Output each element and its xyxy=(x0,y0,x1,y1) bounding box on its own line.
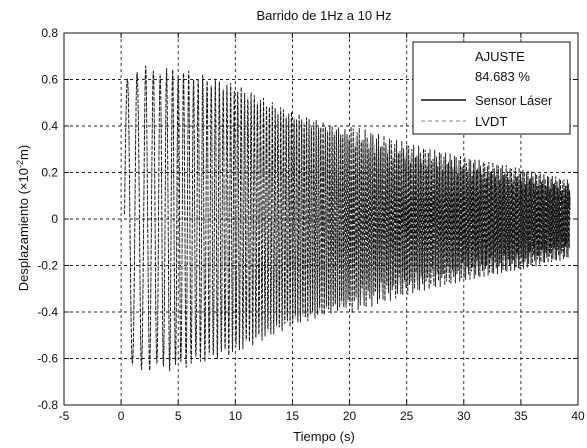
legend: AJUSTE 84.683 % Sensor Láser LVDT xyxy=(412,41,571,135)
y-axis-title-tail: m) xyxy=(16,145,31,160)
y-tick-label: 0 xyxy=(51,212,58,226)
x-tick-label: 20 xyxy=(343,409,357,423)
x-tick-label: 25 xyxy=(400,409,414,423)
legend-heading: AJUSTE xyxy=(475,49,525,64)
y-tick-label: 0.4 xyxy=(41,119,58,133)
x-tick-label: 35 xyxy=(514,409,528,423)
y-axis-title: Desplazamiento (×10-2m) xyxy=(15,145,31,291)
y-axis-title-main: Desplazamiento (×10 xyxy=(16,168,31,291)
x-tick-label: 5 xyxy=(175,409,182,423)
legend-label-sensor-laser: Sensor Láser xyxy=(475,93,553,108)
y-tick-label: -0.6 xyxy=(37,352,58,366)
x-tick-label: 15 xyxy=(286,409,300,423)
y-tick-label: 0.6 xyxy=(41,73,58,87)
legend-label-lvdt: LVDT xyxy=(475,114,507,129)
y-tick-label: -0.8 xyxy=(37,398,58,412)
y-tick-label: -0.2 xyxy=(37,259,58,273)
x-tick-label: -5 xyxy=(59,409,70,423)
series-layer xyxy=(124,65,571,373)
legend-fit-value: 84.683 % xyxy=(475,69,530,84)
y-axis-title-exponent: -2 xyxy=(15,160,25,168)
y-tick-label: 0.8 xyxy=(41,26,58,40)
y-tick-label: -0.4 xyxy=(37,305,58,319)
x-tick-label: 0 xyxy=(118,409,125,423)
x-axis-title: Tiempo (s) xyxy=(293,429,355,444)
chart-title: Barrido de 1Hz a 10 Hz xyxy=(256,8,391,23)
x-tick-label: 30 xyxy=(457,409,471,423)
ticks: -5 0 5 10 15 20 25 30 35 40 -0.8 -0.6 -0.4 -0.2 0 0.2 0.… xyxy=(37,26,585,423)
y-tick-label: 0.2 xyxy=(41,166,58,180)
x-tick-label: 40 xyxy=(571,409,585,423)
series-line-sensor-laser xyxy=(124,65,571,373)
legend-box xyxy=(412,41,571,135)
x-tick-label: 10 xyxy=(229,409,243,423)
